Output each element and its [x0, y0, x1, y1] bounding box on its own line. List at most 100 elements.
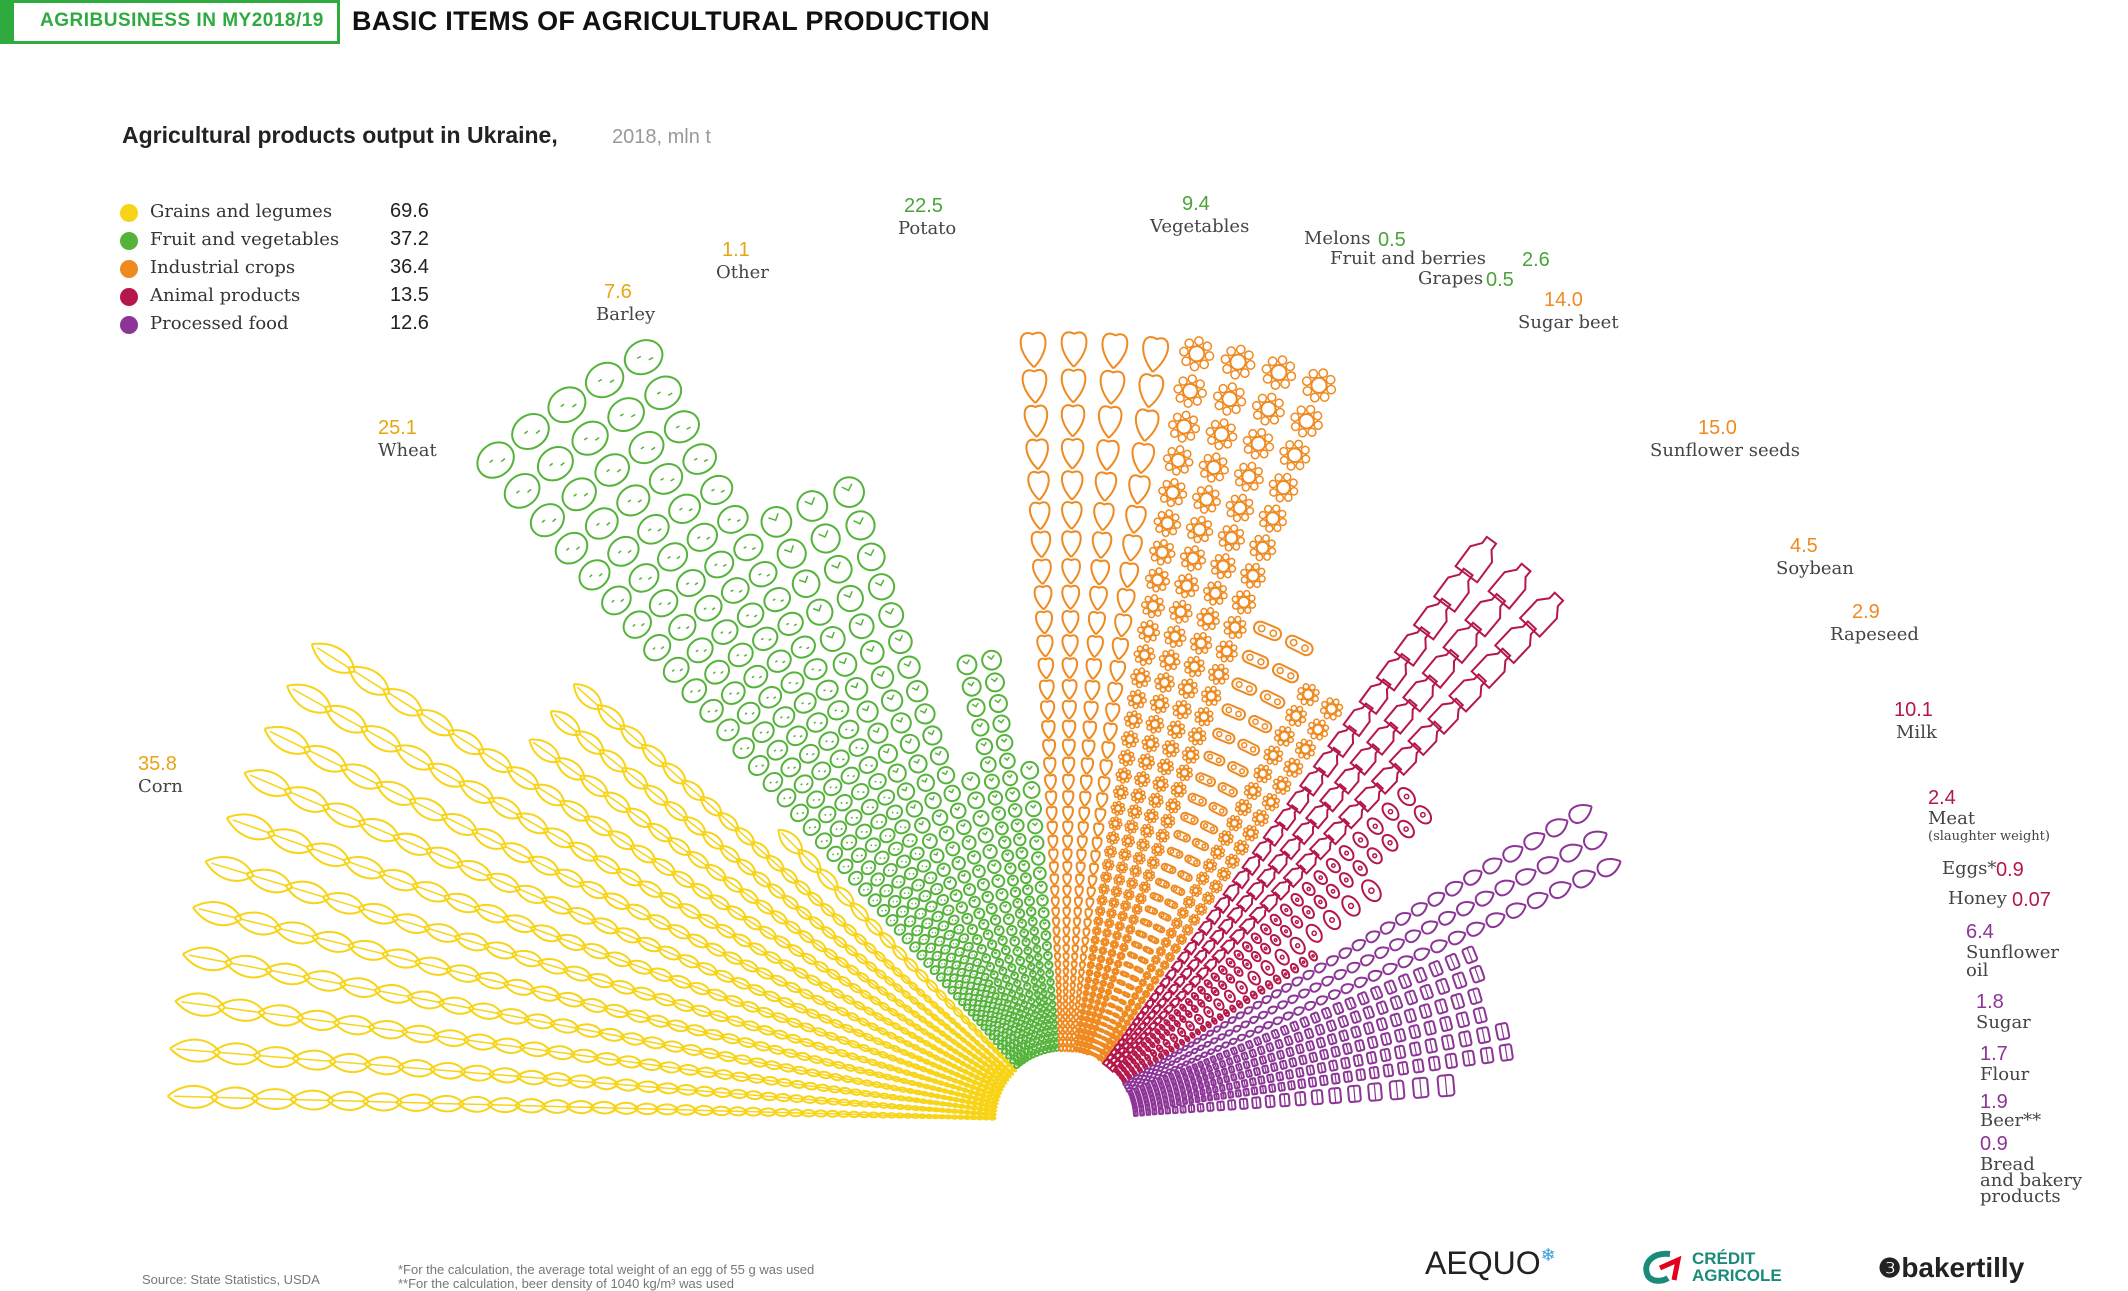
meat-icon: [1380, 832, 1401, 854]
milk-bottle-icon: [1403, 672, 1441, 712]
sunflower-icon: [1119, 942, 1129, 952]
snowflake-icon: ❄: [1541, 1245, 1556, 1265]
barley-ear-icon: [644, 819, 675, 846]
beer-barrel-icon: [1353, 1055, 1363, 1067]
oil-drop-icon: [1373, 944, 1391, 960]
bakertilly-mark-icon: ❸: [1878, 1253, 1901, 1283]
oil-drop-icon: [1302, 968, 1316, 981]
sugar-beet-icon: [1033, 559, 1052, 584]
sugar-beet-icon: [1083, 721, 1097, 739]
oil-drop-icon: [1333, 967, 1348, 981]
sugar-beet-icon: [1063, 961, 1068, 968]
sugar-beet-icon: [1073, 927, 1080, 936]
flour-bag-icon: [1306, 1041, 1315, 1051]
potato-icon: [901, 832, 919, 849]
tomato-icon: [830, 649, 860, 679]
sugar-beet-icon: [1031, 531, 1051, 558]
beer-barrel-icon: [1286, 1070, 1293, 1079]
potato-icon: [836, 717, 862, 741]
meat-icon: [1179, 1004, 1187, 1012]
honey-icon: [1289, 963, 1299, 974]
rapeseed-icon: [1250, 761, 1275, 786]
oil-drop-icon: [1444, 878, 1466, 898]
flour-bag-icon: [1424, 1021, 1436, 1035]
corn-cob-icon: [453, 929, 492, 954]
sugar-beet-icon: [1071, 969, 1076, 976]
oil-drop-icon: [1595, 854, 1624, 879]
meat-icon: [1233, 966, 1244, 978]
sugar-beet-icon: [1077, 849, 1086, 861]
tomato-icon: [904, 678, 930, 704]
meat-icon: [1225, 973, 1236, 984]
corn-cob-icon: [373, 982, 415, 1006]
sunflower-icon: [1101, 1001, 1108, 1008]
flour-bag-icon: [1280, 1060, 1287, 1069]
soybean-icon: [1110, 1019, 1116, 1024]
barley-ear-icon: [546, 705, 585, 741]
corn-cob-icon: [263, 960, 311, 988]
sugar-beet-icon: [1063, 849, 1072, 861]
tomato-icon: [858, 638, 888, 668]
egg-icon: [1273, 947, 1292, 967]
sugar-cube-icon: [1333, 1002, 1344, 1014]
sugar-beet-icon: [1090, 851, 1100, 864]
oil-drop-icon: [1410, 899, 1430, 917]
sunflower-icon: [1080, 1009, 1086, 1015]
sugar-beet-icon: [1057, 1002, 1061, 1008]
tomato-icon: [951, 855, 967, 871]
milk-bottle-icon: [1428, 694, 1467, 733]
potato-icon: [827, 747, 852, 771]
sunflower-icon: [1178, 543, 1208, 573]
sunflower-icon: [1180, 744, 1202, 766]
sugar-beet-icon: [1070, 996, 1074, 1002]
tomato-icon: [936, 765, 957, 786]
flour-bag-icon: [1186, 1086, 1191, 1092]
grapes-icon: [1047, 978, 1054, 985]
soybean-icon: [1150, 892, 1164, 902]
sunflower-icon: [1144, 566, 1172, 594]
sugar-cube-icon: [1326, 1020, 1336, 1031]
oil-drop-icon: [1566, 799, 1596, 826]
meat-icon: [1269, 933, 1283, 947]
tomato-icon: [1025, 1013, 1031, 1019]
sunflower-icon: [1297, 364, 1340, 407]
sugar-beet-icon: [1077, 990, 1082, 996]
barley-ear-icon: [640, 780, 672, 810]
berry-icon: [956, 654, 978, 676]
oil-drop-icon: [1429, 937, 1449, 954]
flour-bag-icon: [1440, 1016, 1453, 1031]
rapeseed-icon: [1259, 790, 1283, 814]
tomato-icon: [957, 869, 972, 884]
sugar-beet-icon: [1034, 586, 1052, 610]
sunflower-icon: [1152, 508, 1183, 539]
sunflower-icon: [1165, 719, 1187, 741]
meat-icon: [1191, 992, 1200, 1001]
potato-icon: [717, 573, 753, 607]
sugar-beet-icon: [1084, 919, 1091, 929]
label-potato-name: Potato: [898, 218, 956, 239]
rapeseed-icon: [1160, 936, 1173, 949]
flour-bag-icon: [1363, 1022, 1374, 1034]
tomato-icon: [944, 840, 961, 857]
sugar-cube-icon: [1198, 1061, 1203, 1067]
potato-icon: [589, 448, 635, 492]
soybean-icon: [1247, 714, 1273, 734]
label-sugar-name: Sugar: [1976, 1012, 2031, 1033]
soybean-icon: [1112, 1013, 1119, 1018]
sunflower-icon: [1089, 944, 1098, 953]
potato-icon: [749, 623, 782, 654]
beer-barrel-icon: [1380, 1049, 1391, 1062]
sugar-beet-icon: [1067, 1033, 1071, 1039]
bread-icon: [1265, 1095, 1274, 1107]
tomato-icon: [923, 791, 943, 811]
potato-icon: [708, 615, 742, 648]
rapeseed-icon: [1260, 742, 1286, 768]
sugar-beet-icon: [1101, 333, 1128, 369]
meat-icon: [1241, 958, 1253, 970]
soybean-icon: [1187, 792, 1207, 807]
sugar-beet-icon: [1063, 945, 1069, 953]
berry-icon: [1005, 787, 1020, 802]
barley-ear-icon: [600, 787, 634, 817]
aequo-logo: AEQUO❄: [1425, 1245, 1556, 1282]
milk-bottle-icon: [1306, 800, 1333, 828]
